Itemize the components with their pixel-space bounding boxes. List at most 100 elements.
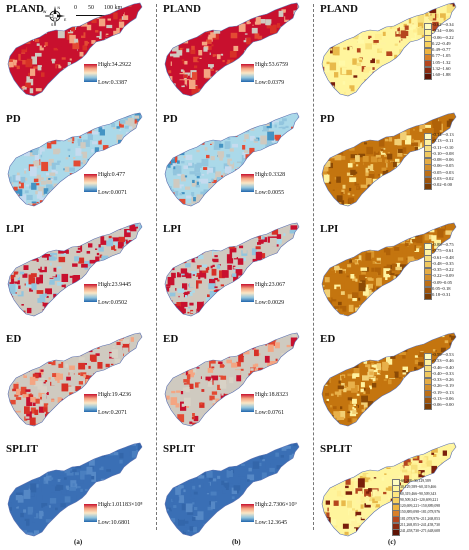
legend-class-label: -0.35~-0.22 xyxy=(432,267,454,273)
study-area-map xyxy=(321,332,457,427)
study-area-map xyxy=(321,112,457,207)
scale-bar: 0 50 100 km xyxy=(74,5,134,19)
change-map-panel-ed: ED -0.59~-0.53 -0.53~-0.46 -0.46~-0.40 -0.40… xyxy=(316,330,468,431)
color-ramp xyxy=(241,64,254,82)
panel-title: PLAND xyxy=(320,3,358,15)
legend-high-value: High:23.067 xyxy=(255,282,286,288)
legend-class-label: 120,699,221~150,889,098 xyxy=(400,504,441,509)
color-ramp xyxy=(84,284,97,302)
legend-class-label: -0.02~0.00 xyxy=(432,182,453,188)
legend-class-label: 30,129,589~60,319,466 xyxy=(400,485,437,490)
legend-class-label: 0.05~0.18 xyxy=(432,286,451,292)
north-arrow-icon: N E S W xyxy=(43,6,67,27)
legend-class-label: -0.13~-0.06 xyxy=(432,396,454,402)
legend-class-label: 211,268,853~241,458,730 xyxy=(400,523,440,528)
class-legend: -60,288~30,129,589 30,129,589~60,319,466 6… xyxy=(392,478,440,536)
compass-s: S xyxy=(51,23,54,27)
legend-class-item: 0.18~0.31 xyxy=(424,292,468,300)
map-panel-pland: PLAND High:53.6759 Low:0.0379 xyxy=(159,0,311,101)
map-panel-ed: ED High:19.4236 Low:0.2071 xyxy=(2,330,154,431)
color-ramp xyxy=(84,394,97,412)
legend-class-label: 0.18~0.31 xyxy=(432,292,451,298)
panel-title: LPI xyxy=(6,223,25,235)
study-area-map xyxy=(164,112,300,207)
study-area-map xyxy=(164,332,300,427)
legend-class-label: 181,078,976~211,268,853 xyxy=(400,516,440,521)
legend-high-value: High:2.7306×10⁹ xyxy=(255,502,297,508)
map-panel-split: SPLIT High:2.7306×10⁹ Low:12.3645 xyxy=(159,440,311,541)
scale-line xyxy=(76,15,126,16)
panel-title: SPLIT xyxy=(320,443,352,455)
scale-tick-50: 50 xyxy=(88,5,94,11)
legend-class-label: -0.88~-0.75 xyxy=(432,242,454,247)
legend-class-label: -0.06~-0.22 xyxy=(432,34,454,40)
panel-title: PD xyxy=(6,113,21,125)
legend-swatch xyxy=(424,292,432,300)
legend-low-value: Low:0.0502 xyxy=(98,300,128,306)
legend-high-value: High:0.477 xyxy=(98,172,126,178)
legend-class-label: -0.10~-0.08 xyxy=(432,150,454,156)
column-label-c: (c) xyxy=(388,538,396,546)
color-ramp xyxy=(241,504,254,522)
column-c: PLAND -0.62~-0.34 -0.34~-0.06 -0.06~-0.22 0.… xyxy=(316,0,468,550)
study-area-map xyxy=(7,332,143,427)
legend-class-label: 0.77~1.05 xyxy=(432,53,451,59)
color-ramp xyxy=(84,64,97,82)
legend-low-value: Low:0.0071 xyxy=(98,190,128,196)
legend-class-label: -0.62~-0.34 xyxy=(432,22,454,27)
legend-high-value: High:19.4236 xyxy=(98,392,132,398)
class-legend: -0.59~-0.53 -0.53~-0.46 -0.46~-0.40 -0.40~-… xyxy=(424,352,468,410)
legend-class-label: 60,319,466~90,509,343 xyxy=(400,491,437,496)
legend-low-value: Low:10.6801 xyxy=(98,520,131,526)
legend-high-value: High:18.8323 xyxy=(255,392,289,398)
legend-swatch xyxy=(392,528,400,536)
legend-class-label: -0.46~-0.40 xyxy=(432,364,454,370)
map-panel-ed: ED High:18.8323 Low:0.0761 xyxy=(159,330,311,431)
legend-class-label: -0.59~-0.53 xyxy=(432,352,454,357)
legend-class-label: -0.05~-0.03 xyxy=(432,169,454,175)
color-ramp xyxy=(84,174,97,192)
study-area-map xyxy=(321,222,457,317)
legend-class-label: 0.22~0.49 xyxy=(432,40,451,46)
legend-class-label: -0.06~-0.00 xyxy=(432,402,454,408)
legend-swatch xyxy=(424,182,432,190)
change-map-panel-split: SPLIT -60,288~30,129,589 30,129,589~60,319… xyxy=(316,440,468,541)
study-area-map xyxy=(321,442,457,537)
panel-title: LPI xyxy=(163,223,182,235)
study-area-map xyxy=(164,222,300,317)
map-panel-lpi: LPI High:23.067 Low:0.0029 xyxy=(159,220,311,321)
legend-low-value: Low:0.2071 xyxy=(98,410,128,416)
color-ramp xyxy=(241,394,254,412)
legend-class-label: -0.11~-0.10 xyxy=(432,144,454,150)
legend-high-value: High:0.3328 xyxy=(255,172,286,178)
column-b: PLAND High:53.6759 Low:0.0379 PD High:0.3328… xyxy=(159,0,311,550)
legend-class-item: -0.02~0.00 xyxy=(424,182,468,190)
column-a: PLAND High:34.2922 Low:0.3387 PD High:0.477 L… xyxy=(2,0,154,550)
legend-high-value: High:1.01183×10⁸ xyxy=(98,502,143,508)
compass-w: W xyxy=(43,10,47,14)
scale-tick-0: 0 xyxy=(74,5,77,11)
color-ramp xyxy=(241,174,254,192)
map-panel-lpi: LPI High:23.9445 Low:0.0502 xyxy=(2,220,154,321)
panel-title: SPLIT xyxy=(6,443,38,455)
legend-class-label: 241,458,730~271,648,608 xyxy=(400,529,441,534)
legend-low-value: Low:0.3387 xyxy=(98,80,128,86)
legend-class-label: -0.34~-0.06 xyxy=(432,28,454,34)
change-map-panel-pd: PD -0.14~-0.13 -0.13~-0.11 -0.11~-0.10 -0.10… xyxy=(316,110,468,211)
study-area-map xyxy=(7,112,143,207)
study-area-map xyxy=(164,2,300,97)
panel-title: PD xyxy=(320,113,335,125)
legend-class-label: 1.60~1.88 xyxy=(432,72,451,78)
color-ramp xyxy=(84,504,97,522)
map-panel-pland: PLAND High:34.2922 Low:0.3387 xyxy=(2,0,154,101)
study-area-map xyxy=(7,2,143,97)
compass-e: E xyxy=(64,18,67,22)
legend-class-label: -0.08~-0.06 xyxy=(432,157,454,163)
legend-class-label: -0.22~-0.09 xyxy=(432,273,454,279)
legend-class-label: -0.03~-0.02 xyxy=(432,176,454,182)
legend-class-item: -0.06~-0.00 xyxy=(424,402,468,410)
legend-class-label: 90,509,343~120,699,221 xyxy=(400,497,439,502)
panel-title: ED xyxy=(163,333,179,345)
panel-title: PLAND xyxy=(6,3,44,15)
panel-title: PLAND xyxy=(163,3,201,15)
